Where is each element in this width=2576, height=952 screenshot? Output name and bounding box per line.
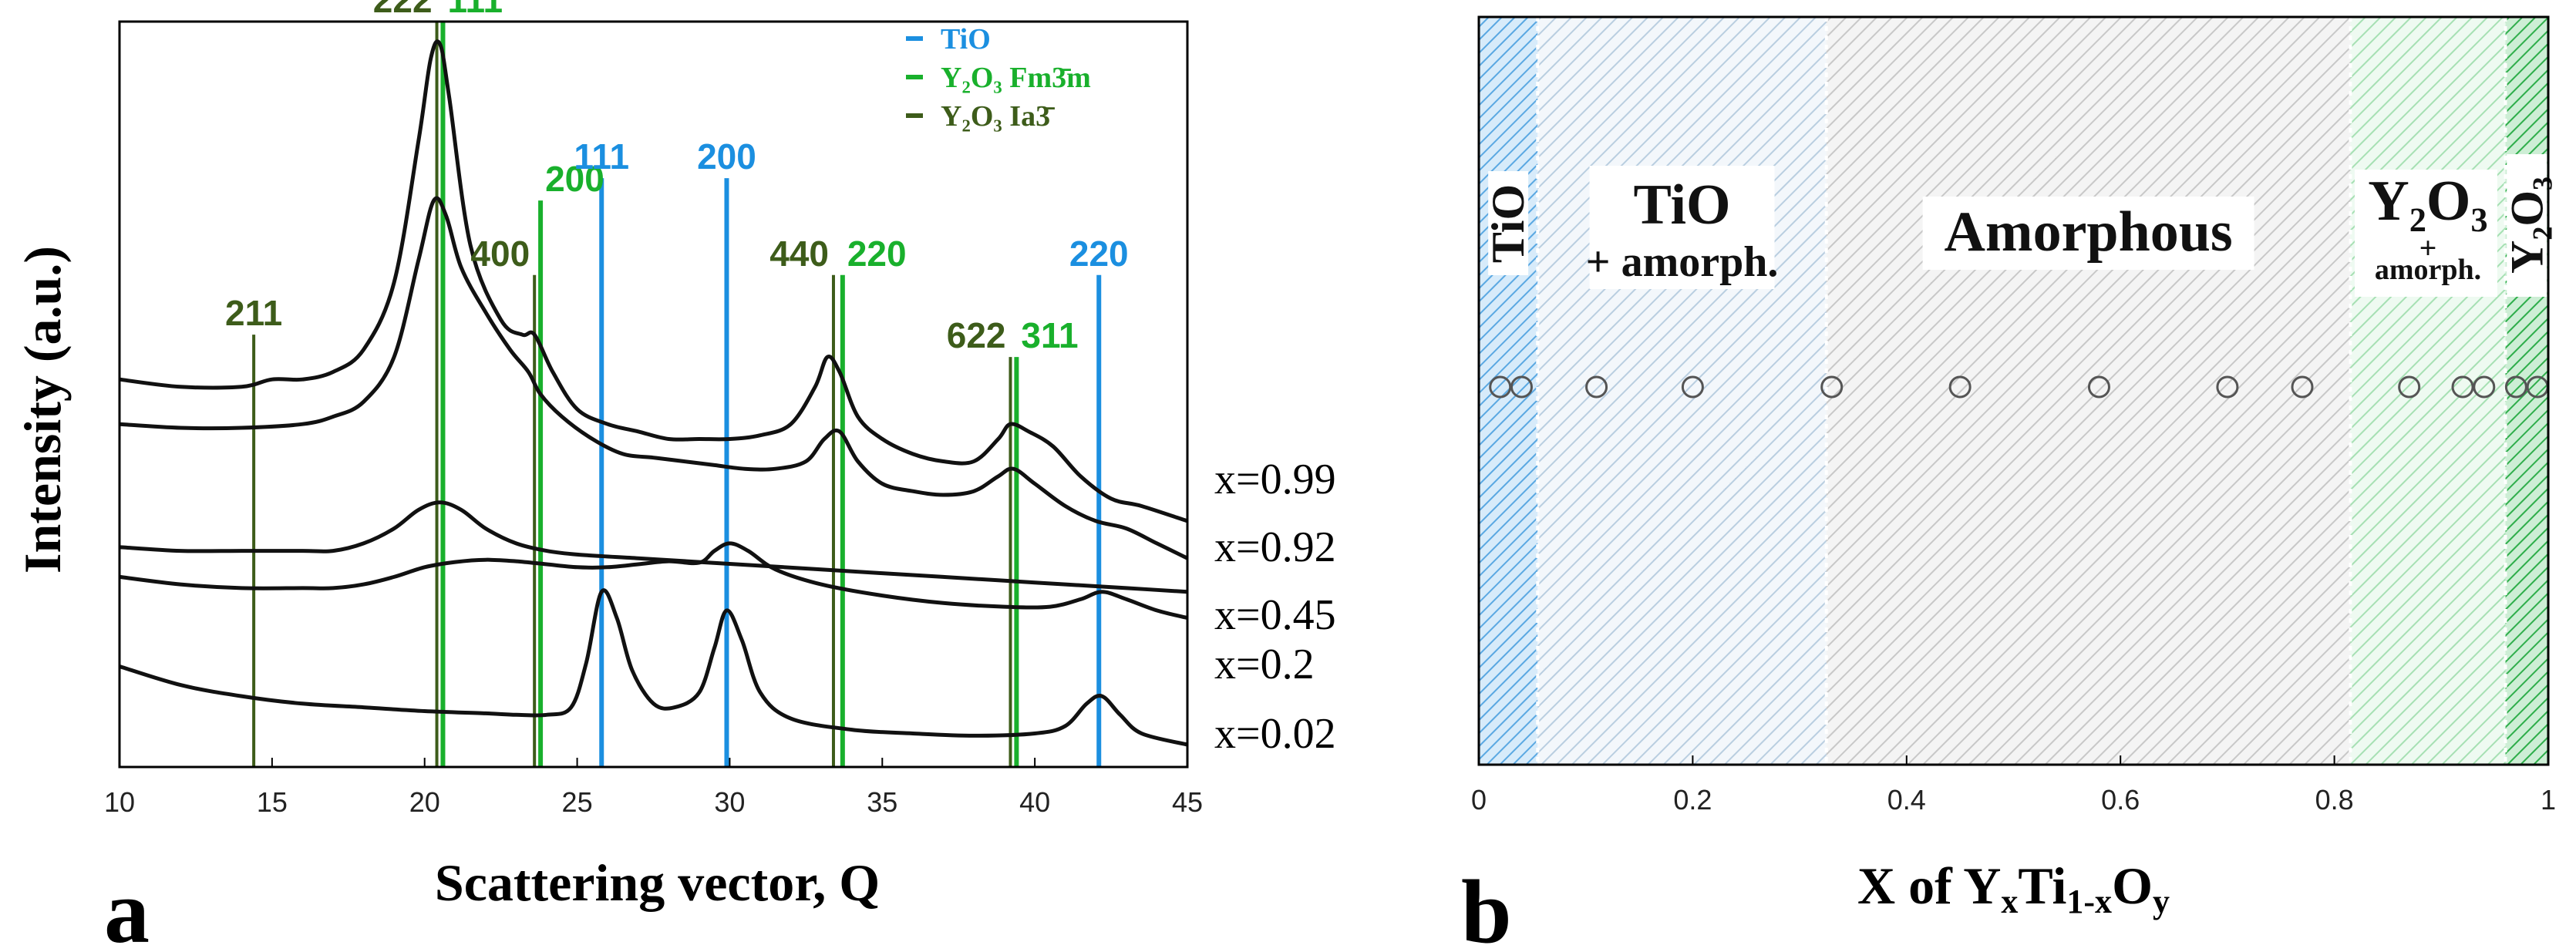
sample-point bbox=[1681, 375, 1704, 399]
label-box bbox=[2507, 154, 2547, 297]
x-axis-label: Scattering vector, Q bbox=[435, 853, 880, 912]
region-label: TiO bbox=[1483, 184, 1534, 263]
series-label: x=0.02 bbox=[1214, 710, 1336, 758]
ref-label-111: 111 bbox=[574, 136, 629, 177]
sample-point bbox=[2291, 375, 2314, 399]
ref-label-622: 622 bbox=[947, 315, 1006, 355]
phase-region bbox=[1826, 17, 2351, 765]
region-label: Y₂O₃ bbox=[2501, 177, 2552, 274]
label-box bbox=[1922, 197, 2254, 270]
panel-label-b: b bbox=[1461, 861, 1512, 952]
sample-point bbox=[2451, 375, 2474, 399]
x-tick-label: 45 bbox=[1172, 786, 1203, 818]
sample-points bbox=[1489, 375, 2549, 399]
x-tick-label: 0.2 bbox=[1673, 784, 1712, 816]
x-tick-label: 35 bbox=[867, 786, 897, 818]
panel-b: TiO TiO+ amorph. Amorphous Y₂O₃+amorph. Y₂O₃… bbox=[1461, 15, 2556, 952]
curve-x-0.92 bbox=[119, 196, 1189, 560]
series-label: x=0.2 bbox=[1214, 641, 1315, 688]
x-tick-label: 40 bbox=[1019, 786, 1050, 818]
sample-point bbox=[1510, 375, 1533, 399]
x-tick-label: 30 bbox=[714, 786, 745, 818]
panel-a-frame bbox=[118, 20, 1189, 769]
x-tick-label: 0 bbox=[1471, 784, 1487, 816]
diffraction-curves bbox=[119, 39, 1189, 747]
curve-x-0.2 bbox=[119, 541, 1188, 621]
region-label: + bbox=[2419, 230, 2437, 265]
sample-point bbox=[2504, 375, 2527, 399]
label-box bbox=[1589, 166, 1775, 289]
x-tick-label: 10 bbox=[104, 786, 135, 818]
series-label: x=0.92 bbox=[1214, 523, 1336, 571]
x-tick-label: 20 bbox=[409, 786, 440, 818]
ref-label-220: 220 bbox=[847, 234, 907, 274]
sample-point bbox=[1948, 375, 1972, 399]
curve-x-0.45 bbox=[119, 500, 1188, 594]
ref-label-111: 111 bbox=[447, 0, 503, 20]
sample-point bbox=[2087, 375, 2110, 399]
label-box bbox=[1488, 171, 1529, 275]
series-label: x=0.45 bbox=[1214, 591, 1336, 639]
sample-point bbox=[2473, 375, 2496, 399]
phase-region bbox=[2350, 17, 2506, 765]
series-label: x=0.99 bbox=[1214, 456, 1336, 503]
sample-point bbox=[1820, 375, 1844, 399]
label-box bbox=[2354, 170, 2497, 297]
phase-regions bbox=[1479, 17, 2548, 765]
x-tick-label: 0.4 bbox=[1887, 784, 1926, 816]
x-tick-label: 25 bbox=[562, 786, 593, 818]
ref-label-440: 440 bbox=[769, 234, 829, 274]
ref-label-200: 200 bbox=[545, 159, 604, 199]
ref-label-311: 311 bbox=[1021, 315, 1078, 355]
region-label: Y₂O₃ bbox=[2368, 170, 2487, 233]
ref-label-211: 211 bbox=[225, 293, 282, 333]
series-labels: x=0.99 x=0.92 x=0.45x=0.2 x=0.02 bbox=[1214, 456, 1336, 758]
ref-label-200: 200 bbox=[697, 136, 756, 177]
legend-label: Y₂O₃ Ia3̄ bbox=[941, 100, 1055, 133]
x-axis-ticks: 10 15 20 25 30 35 40 45 bbox=[104, 758, 1203, 818]
sample-point bbox=[1489, 375, 1512, 399]
phase-region bbox=[2505, 17, 2548, 765]
legend: TiO Y₂O₃ Fm3̄m Y₂O₃ Ia3̄ bbox=[906, 23, 1091, 133]
x-tick-label: 0.6 bbox=[2101, 784, 2140, 816]
region-label: Amorphous bbox=[1944, 200, 2232, 264]
x-tick-label: 15 bbox=[257, 786, 288, 818]
x-axis-label: X of YxTi1-xOy bbox=[1857, 856, 2170, 920]
curve-x-0.02 bbox=[119, 588, 1188, 747]
phase-region bbox=[1537, 17, 1827, 765]
phase-region-labels: TiO TiO+ amorph. Amorphous Y₂O₃+amorph. Y₂O₃ bbox=[1483, 154, 2552, 297]
ref-label-222: 222 bbox=[373, 0, 433, 20]
sample-point bbox=[2398, 375, 2421, 399]
region-label: + amorph. bbox=[1586, 238, 1779, 286]
sample-point bbox=[2216, 375, 2239, 399]
reference-lines bbox=[252, 22, 1102, 767]
region-label: amorph. bbox=[2375, 254, 2481, 286]
x-tick-label: 1 bbox=[2541, 784, 2556, 816]
panel-b-frame bbox=[1477, 15, 2550, 766]
region-label: TiO bbox=[1633, 173, 1730, 237]
sample-point bbox=[1585, 375, 1608, 399]
panel-label-a: a bbox=[104, 861, 150, 952]
y-axis-label: Intensity (a.u.) bbox=[13, 246, 72, 574]
ref-label-400: 400 bbox=[470, 234, 530, 274]
x-axis-ticks: 0 0.2 0.4 0.6 0.8 1 bbox=[1471, 755, 2556, 816]
x-tick-label: 0.8 bbox=[2315, 784, 2354, 816]
curve-x-0.99 bbox=[119, 39, 1188, 523]
legend-label: Y₂O₃ Fm3̄m bbox=[941, 62, 1091, 94]
legend-label: TiO bbox=[941, 23, 991, 56]
ref-label-220: 220 bbox=[1069, 234, 1129, 274]
